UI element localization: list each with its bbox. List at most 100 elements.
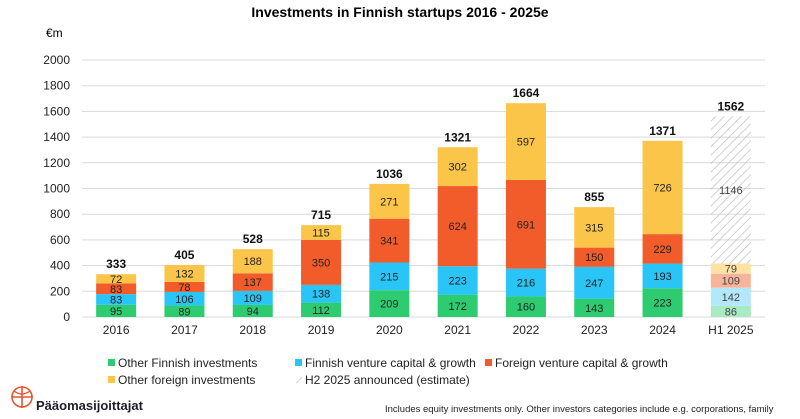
legend-label: H2 2025 announced (estimate) xyxy=(305,373,470,387)
bar-segment xyxy=(642,263,683,289)
data-label: 72 xyxy=(110,274,122,286)
legend-label: Other foreign investments xyxy=(118,373,255,387)
bar-segment xyxy=(164,281,205,292)
chart-title: Investments in Finnish startups 2016 - 2… xyxy=(251,4,548,20)
bar-segment xyxy=(642,140,683,235)
bar-segment xyxy=(369,218,410,263)
x-tick-label: 2019 xyxy=(308,323,335,337)
y-tick-label: 800 xyxy=(50,207,70,221)
data-label: 193 xyxy=(653,271,671,283)
x-tick-label: 2018 xyxy=(239,323,266,337)
legend-label: Finnish venture capital & growth xyxy=(305,356,476,370)
total-label: 528 xyxy=(243,232,263,246)
data-label: 95 xyxy=(110,306,122,318)
data-label: 78 xyxy=(178,282,190,294)
y-axis-label: €m xyxy=(46,26,63,40)
bar-segment xyxy=(505,179,546,269)
data-label: 132 xyxy=(175,268,193,280)
total-label: 333 xyxy=(106,257,126,271)
data-label: 115 xyxy=(312,228,330,240)
legend-swatch xyxy=(485,359,492,366)
data-label: 143 xyxy=(585,303,603,315)
data-label: 188 xyxy=(244,256,262,268)
data-label: 112 xyxy=(312,305,330,317)
bar-segment xyxy=(96,294,137,305)
x-tick-label: H1 2025 xyxy=(708,323,754,337)
x-tick-label: 2016 xyxy=(103,323,130,337)
bar-segment xyxy=(437,266,478,295)
data-label: 271 xyxy=(380,196,398,208)
total-label: 855 xyxy=(584,190,604,204)
y-tick-label: 600 xyxy=(50,233,70,247)
data-label: 160 xyxy=(517,302,535,314)
bar-segment xyxy=(642,234,683,264)
bar-segment xyxy=(710,273,751,288)
y-tick-label: 400 xyxy=(50,259,70,273)
footnote: Includes equity investments only. Other … xyxy=(385,404,774,415)
y-tick-label: 2000 xyxy=(43,53,70,67)
bar-segment xyxy=(710,116,751,264)
data-label: 89 xyxy=(178,306,190,318)
x-tick-labels: 2016 2017 2018 2019 2020 2021 2022 2023 2024 H1 2… xyxy=(103,323,754,337)
bar-segment xyxy=(574,266,615,299)
bar-segment xyxy=(710,263,751,274)
brand-name: Pääomasijoittajat xyxy=(36,398,143,413)
total-label: 715 xyxy=(311,208,331,222)
bar-segment xyxy=(574,298,615,317)
bar-segment xyxy=(437,186,478,267)
x-tick-label: 2023 xyxy=(581,323,608,337)
data-label: 209 xyxy=(380,299,398,311)
bar-segment xyxy=(301,284,342,303)
bar-segment xyxy=(710,287,751,306)
x-tick-label: 2021 xyxy=(444,323,471,337)
x-tick-label: 2024 xyxy=(649,323,676,337)
data-label: 302 xyxy=(448,162,466,174)
data-label: 106 xyxy=(175,294,193,306)
data-label: 229 xyxy=(653,244,671,256)
bar-segment xyxy=(437,147,478,187)
total-label: 1562 xyxy=(717,99,744,113)
bar-segment xyxy=(301,239,342,285)
bar-segment xyxy=(232,290,273,305)
data-label: 215 xyxy=(380,271,398,283)
bar-segment xyxy=(164,305,205,317)
bar-segment xyxy=(505,103,546,180)
data-label: 137 xyxy=(244,277,262,289)
bar-segment xyxy=(301,225,342,240)
bar-segment xyxy=(505,296,546,317)
data-label: 223 xyxy=(653,298,671,310)
y-tick-labels: 0 200 400 600 800 1000 1200 1400 1600 1800 2000 xyxy=(43,53,70,324)
legend-swatch xyxy=(295,376,302,383)
data-label: 79 xyxy=(725,264,737,276)
legend-swatch xyxy=(295,359,302,366)
bar-segment xyxy=(96,283,137,295)
y-tick-label: 1800 xyxy=(43,79,70,93)
y-tick-label: 0 xyxy=(63,310,70,324)
bar-segment xyxy=(574,247,615,267)
data-label: 223 xyxy=(448,276,466,288)
legend-label: Foreign venture capital & growth xyxy=(495,356,668,370)
bar-segment xyxy=(232,273,273,291)
x-tick-label: 2017 xyxy=(171,323,198,337)
bar-segment xyxy=(96,304,137,317)
x-tick-label: 2020 xyxy=(376,323,403,337)
bar-segment xyxy=(369,262,410,291)
legend-label: Other Finnish investments xyxy=(118,356,257,370)
bars: 9583837233389106781324059410913718852811… xyxy=(96,86,751,318)
bar-segment xyxy=(505,268,546,297)
data-label: 350 xyxy=(312,257,330,269)
bar-segment xyxy=(642,288,683,317)
data-label: 83 xyxy=(110,294,122,306)
bar-segment xyxy=(369,290,410,317)
legend-swatch xyxy=(108,359,115,366)
data-label: 1146 xyxy=(719,185,743,197)
y-tick-label: 1400 xyxy=(43,130,70,144)
bar-segment xyxy=(164,264,205,282)
bar-segment xyxy=(96,274,137,284)
data-label: 172 xyxy=(448,301,466,313)
logo-icon xyxy=(11,386,33,408)
data-label: 109 xyxy=(722,276,740,288)
data-label: 150 xyxy=(585,252,603,264)
data-label: 138 xyxy=(312,289,330,301)
